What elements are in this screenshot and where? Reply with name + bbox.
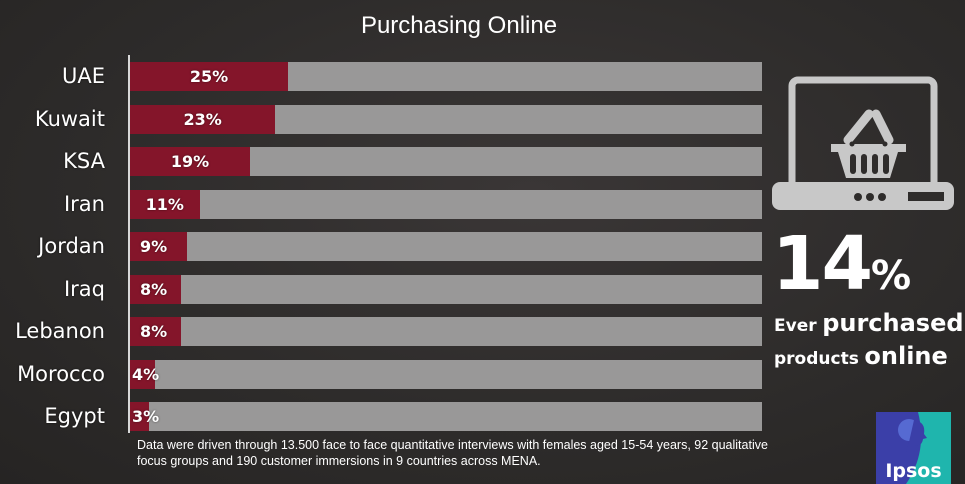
bar-value-label: 25% (189, 67, 229, 86)
bar-row: Morocco 4% (0, 359, 765, 389)
methodology-note: Data were driven through 13.500 face to … (137, 438, 768, 468)
highlight-caption: Ever purchased products online (774, 306, 964, 376)
bar-fill (130, 232, 187, 261)
category-label: UAE (61, 64, 105, 88)
bar-row: Iran 11% (0, 189, 765, 219)
bar-row: KSA 19% (0, 147, 765, 176)
ipsos-logo: Ipsos (876, 412, 951, 484)
bar-value-label: 19% (170, 152, 210, 171)
bar-fill (130, 147, 251, 176)
category-label: KSA (63, 149, 105, 173)
category-label: Morocco (17, 361, 105, 386)
category-label: Lebanon (15, 319, 105, 343)
highlight-number: 14 (772, 221, 873, 307)
ipsos-logo-text: Ipsos (885, 460, 942, 482)
bar-row: Jordan 9% (0, 232, 765, 261)
bar-value-label: 23% (183, 109, 222, 129)
bar-row: Egypt 3% (0, 402, 765, 431)
bar-track: 9% (130, 232, 762, 261)
bar-fill (130, 189, 200, 219)
bar-row: Lebanon 8% (0, 317, 765, 346)
bar-value-label: 8% (140, 322, 168, 341)
bar-row: Kuwait 23% (0, 104, 765, 134)
bar-track: 11% (130, 189, 762, 219)
bar-track: 8% (130, 317, 762, 346)
category-label: Egypt (44, 404, 105, 428)
highlight-stat: 14% (772, 226, 911, 302)
caption-online: online (864, 342, 948, 370)
y-axis-line (128, 55, 130, 433)
category-label: Kuwait (34, 106, 105, 131)
bar-value-label: 11% (145, 194, 184, 214)
bar-track: 4% (130, 359, 762, 389)
caption-products: products (774, 349, 859, 369)
bar-row: UAE 25% (0, 62, 765, 91)
highlight-percent: % (870, 253, 912, 299)
bar-fill (130, 274, 181, 304)
category-label: Iran (63, 191, 105, 216)
bar-row: Iraq 8% (0, 274, 765, 304)
caption-purchased: purchased (822, 309, 964, 337)
bar-value-label: 3% (132, 407, 160, 426)
laptop-shopping-basket-icon (772, 76, 954, 210)
category-label: Jordan (38, 234, 105, 258)
bar-track: 25% (130, 62, 762, 91)
ipsos-logo-mark-icon (876, 412, 951, 484)
bar-track: 8% (130, 274, 762, 304)
bar-fill (130, 317, 181, 346)
bar-track: 19% (130, 147, 762, 176)
caption-ever: Ever (774, 316, 817, 336)
bar-track: 23% (130, 104, 762, 134)
chart-title: Purchasing Online (360, 12, 558, 39)
bar-fill (130, 402, 149, 431)
category-label: Iraq (63, 276, 105, 301)
bar-value-label: 8% (140, 279, 168, 299)
bar-fill (130, 359, 156, 389)
bar-fill (130, 62, 288, 91)
bar-fill (130, 104, 276, 134)
bar-track: 3% (130, 402, 762, 431)
bar-value-label: 9% (140, 237, 168, 256)
bar-value-label: 4% (132, 364, 160, 384)
